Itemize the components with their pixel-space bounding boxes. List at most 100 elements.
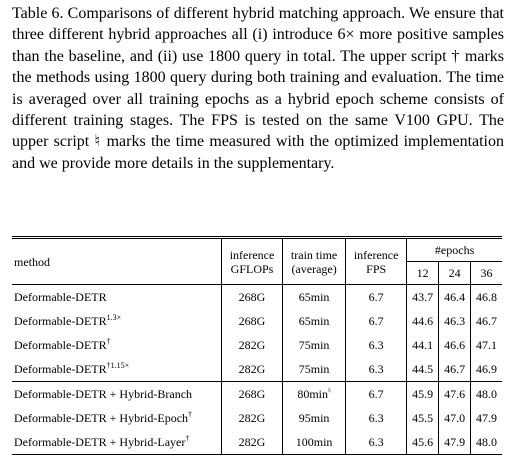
cell-text: 6.3 bbox=[368, 434, 384, 449]
method-name: Deformable-DETR bbox=[14, 362, 107, 376]
table-caption: Table 6. Comparisons of different hybrid… bbox=[12, 5, 504, 172]
value-cell: 6.3 bbox=[345, 406, 408, 430]
value-cell: 65min bbox=[282, 309, 347, 333]
value-cell: 268G bbox=[221, 284, 284, 309]
value-cell: 46.7 bbox=[438, 357, 471, 382]
cell-text: 47.9 bbox=[444, 434, 466, 449]
cell-text: 46.3 bbox=[444, 313, 466, 328]
cell-text: 6.7 bbox=[368, 289, 384, 304]
header-cell: 12 bbox=[416, 266, 429, 280]
method-superscript: † bbox=[185, 434, 190, 443]
value-cell: 45.6 bbox=[407, 430, 439, 455]
value-cell: 268G bbox=[221, 309, 284, 333]
table-row: Deformable-DETR + Hybrid-Layer† 282G 100mi… bbox=[12, 430, 502, 455]
value-cell: 45.5 bbox=[407, 406, 439, 430]
cell-text: 45.9 bbox=[412, 386, 434, 401]
method-name: Deformable-DETR bbox=[14, 314, 107, 328]
value-cell: 46.7 bbox=[470, 309, 502, 333]
header-cell: #epochs bbox=[406, 237, 502, 262]
value-cell: 65min bbox=[282, 284, 347, 309]
value-cell: 6.3 bbox=[345, 357, 408, 382]
value-cell: 46.9 bbox=[470, 357, 502, 382]
method-superscript: † bbox=[106, 337, 111, 346]
method-superscript: †1.15× bbox=[106, 361, 130, 370]
cell-text: 44.5 bbox=[412, 361, 434, 376]
method-cell: Deformable-DETR + Hybrid-Branch bbox=[12, 381, 222, 406]
method-cell: Deformable-DETR + Hybrid-Layer† bbox=[12, 430, 222, 455]
cell-text: 282G bbox=[238, 361, 266, 376]
value-cell: 47.9 bbox=[470, 406, 502, 430]
value-cell: 43.7 bbox=[406, 284, 439, 309]
cell-text: 43.7 bbox=[412, 289, 434, 304]
value-cell: 282G bbox=[221, 430, 284, 455]
value-cell: 100min bbox=[282, 430, 347, 455]
value-cell: 6.3 bbox=[345, 430, 408, 455]
header-text: train time bbox=[290, 247, 338, 262]
header-text: FPS bbox=[366, 261, 387, 276]
header-cell: train time (average) bbox=[282, 237, 347, 285]
header-cell: 36 bbox=[470, 261, 502, 285]
cell-text: 268G bbox=[238, 289, 266, 304]
cell-text: 6.7 bbox=[368, 386, 384, 401]
value-cell: 46.4 bbox=[438, 284, 471, 309]
value-cell: 45.9 bbox=[406, 381, 439, 406]
method-superscript: 1.3× bbox=[106, 313, 122, 322]
cell-text: 47.1 bbox=[476, 337, 498, 352]
value-cell: 80min♮ bbox=[282, 381, 347, 406]
cell-text: 47.9 bbox=[476, 410, 498, 425]
value-cell: 47.0 bbox=[438, 406, 471, 430]
header-text: (average) bbox=[291, 261, 337, 276]
cell-text: 46.7 bbox=[444, 361, 466, 376]
cell-text: 6.7 bbox=[368, 313, 384, 328]
value-cell: 48.0 bbox=[470, 381, 502, 406]
value-cell: 75min bbox=[282, 357, 347, 382]
header-row: method inference GFLOPs train time (averag… bbox=[12, 237, 502, 285]
cell-text: 46.6 bbox=[444, 337, 466, 352]
table-row: Deformable-DETR† 282G 75min 6.3 44.1 46.6 47.1 bbox=[12, 333, 502, 357]
header-row: 12 24 36 bbox=[12, 261, 502, 285]
table-row: Deformable-DETR + Hybrid-Branch 268G 80min… bbox=[12, 381, 502, 406]
cell-text: 75min bbox=[298, 361, 330, 376]
header-text: GFLOPs bbox=[230, 261, 274, 276]
cell-text: 47.6 bbox=[444, 386, 466, 401]
cell-text: 46.9 bbox=[476, 361, 498, 376]
cell-text: 47.0 bbox=[444, 410, 466, 425]
value-cell: 46.3 bbox=[438, 309, 471, 333]
cell-text: 65min bbox=[298, 313, 330, 328]
method-cell: Deformable-DETR†1.15× bbox=[12, 357, 222, 382]
cell-text: 282G bbox=[238, 337, 266, 352]
method-cell: Deformable-DETR bbox=[12, 284, 222, 309]
header-cell: inference GFLOPs bbox=[221, 237, 284, 285]
cell-text: 44.6 bbox=[412, 313, 434, 328]
cell-text: 100min bbox=[295, 434, 333, 449]
value-cell: 6.7 bbox=[345, 381, 408, 406]
cell-text: 268G bbox=[238, 386, 266, 401]
header-cell: inference FPS bbox=[345, 237, 408, 285]
cell-text: 45.6 bbox=[412, 434, 434, 449]
value-cell: 75min bbox=[282, 333, 347, 357]
method-name: Deformable-DETR bbox=[14, 338, 107, 352]
cell-text: 95min bbox=[298, 410, 330, 425]
table-row: Deformable-DETR1.3× 268G 65min 6.7 44.6 46.3 4… bbox=[12, 309, 502, 333]
cell-text: 46.4 bbox=[444, 289, 466, 304]
value-cell: 47.9 bbox=[438, 430, 471, 455]
value-cell: 44.6 bbox=[407, 309, 439, 333]
cell-text: 46.7 bbox=[476, 313, 498, 328]
table-row: Deformable-DETR†1.15× 282G 75min 6.3 44.5 46.… bbox=[12, 357, 502, 382]
time-superscript: ♮ bbox=[327, 386, 331, 395]
cell-text: 48.0 bbox=[476, 386, 498, 401]
value-cell: 282G bbox=[221, 333, 284, 357]
cell-text: 282G bbox=[238, 434, 266, 449]
method-name: Deformable-DETR + Hybrid-Layer bbox=[14, 435, 186, 449]
value-cell: 282G bbox=[221, 406, 284, 430]
value-cell: 6.7 bbox=[345, 284, 408, 309]
value-cell: 6.7 bbox=[345, 309, 408, 333]
cell-text: 6.3 bbox=[368, 361, 384, 376]
cell-text: 282G bbox=[238, 410, 266, 425]
value-cell: 44.1 bbox=[407, 333, 439, 357]
method-superscript: † bbox=[188, 410, 193, 419]
cell-text: 65min bbox=[298, 289, 330, 304]
value-cell: 48.0 bbox=[470, 430, 502, 455]
header-text: inference bbox=[353, 247, 399, 262]
value-cell: 47.1 bbox=[470, 333, 502, 357]
